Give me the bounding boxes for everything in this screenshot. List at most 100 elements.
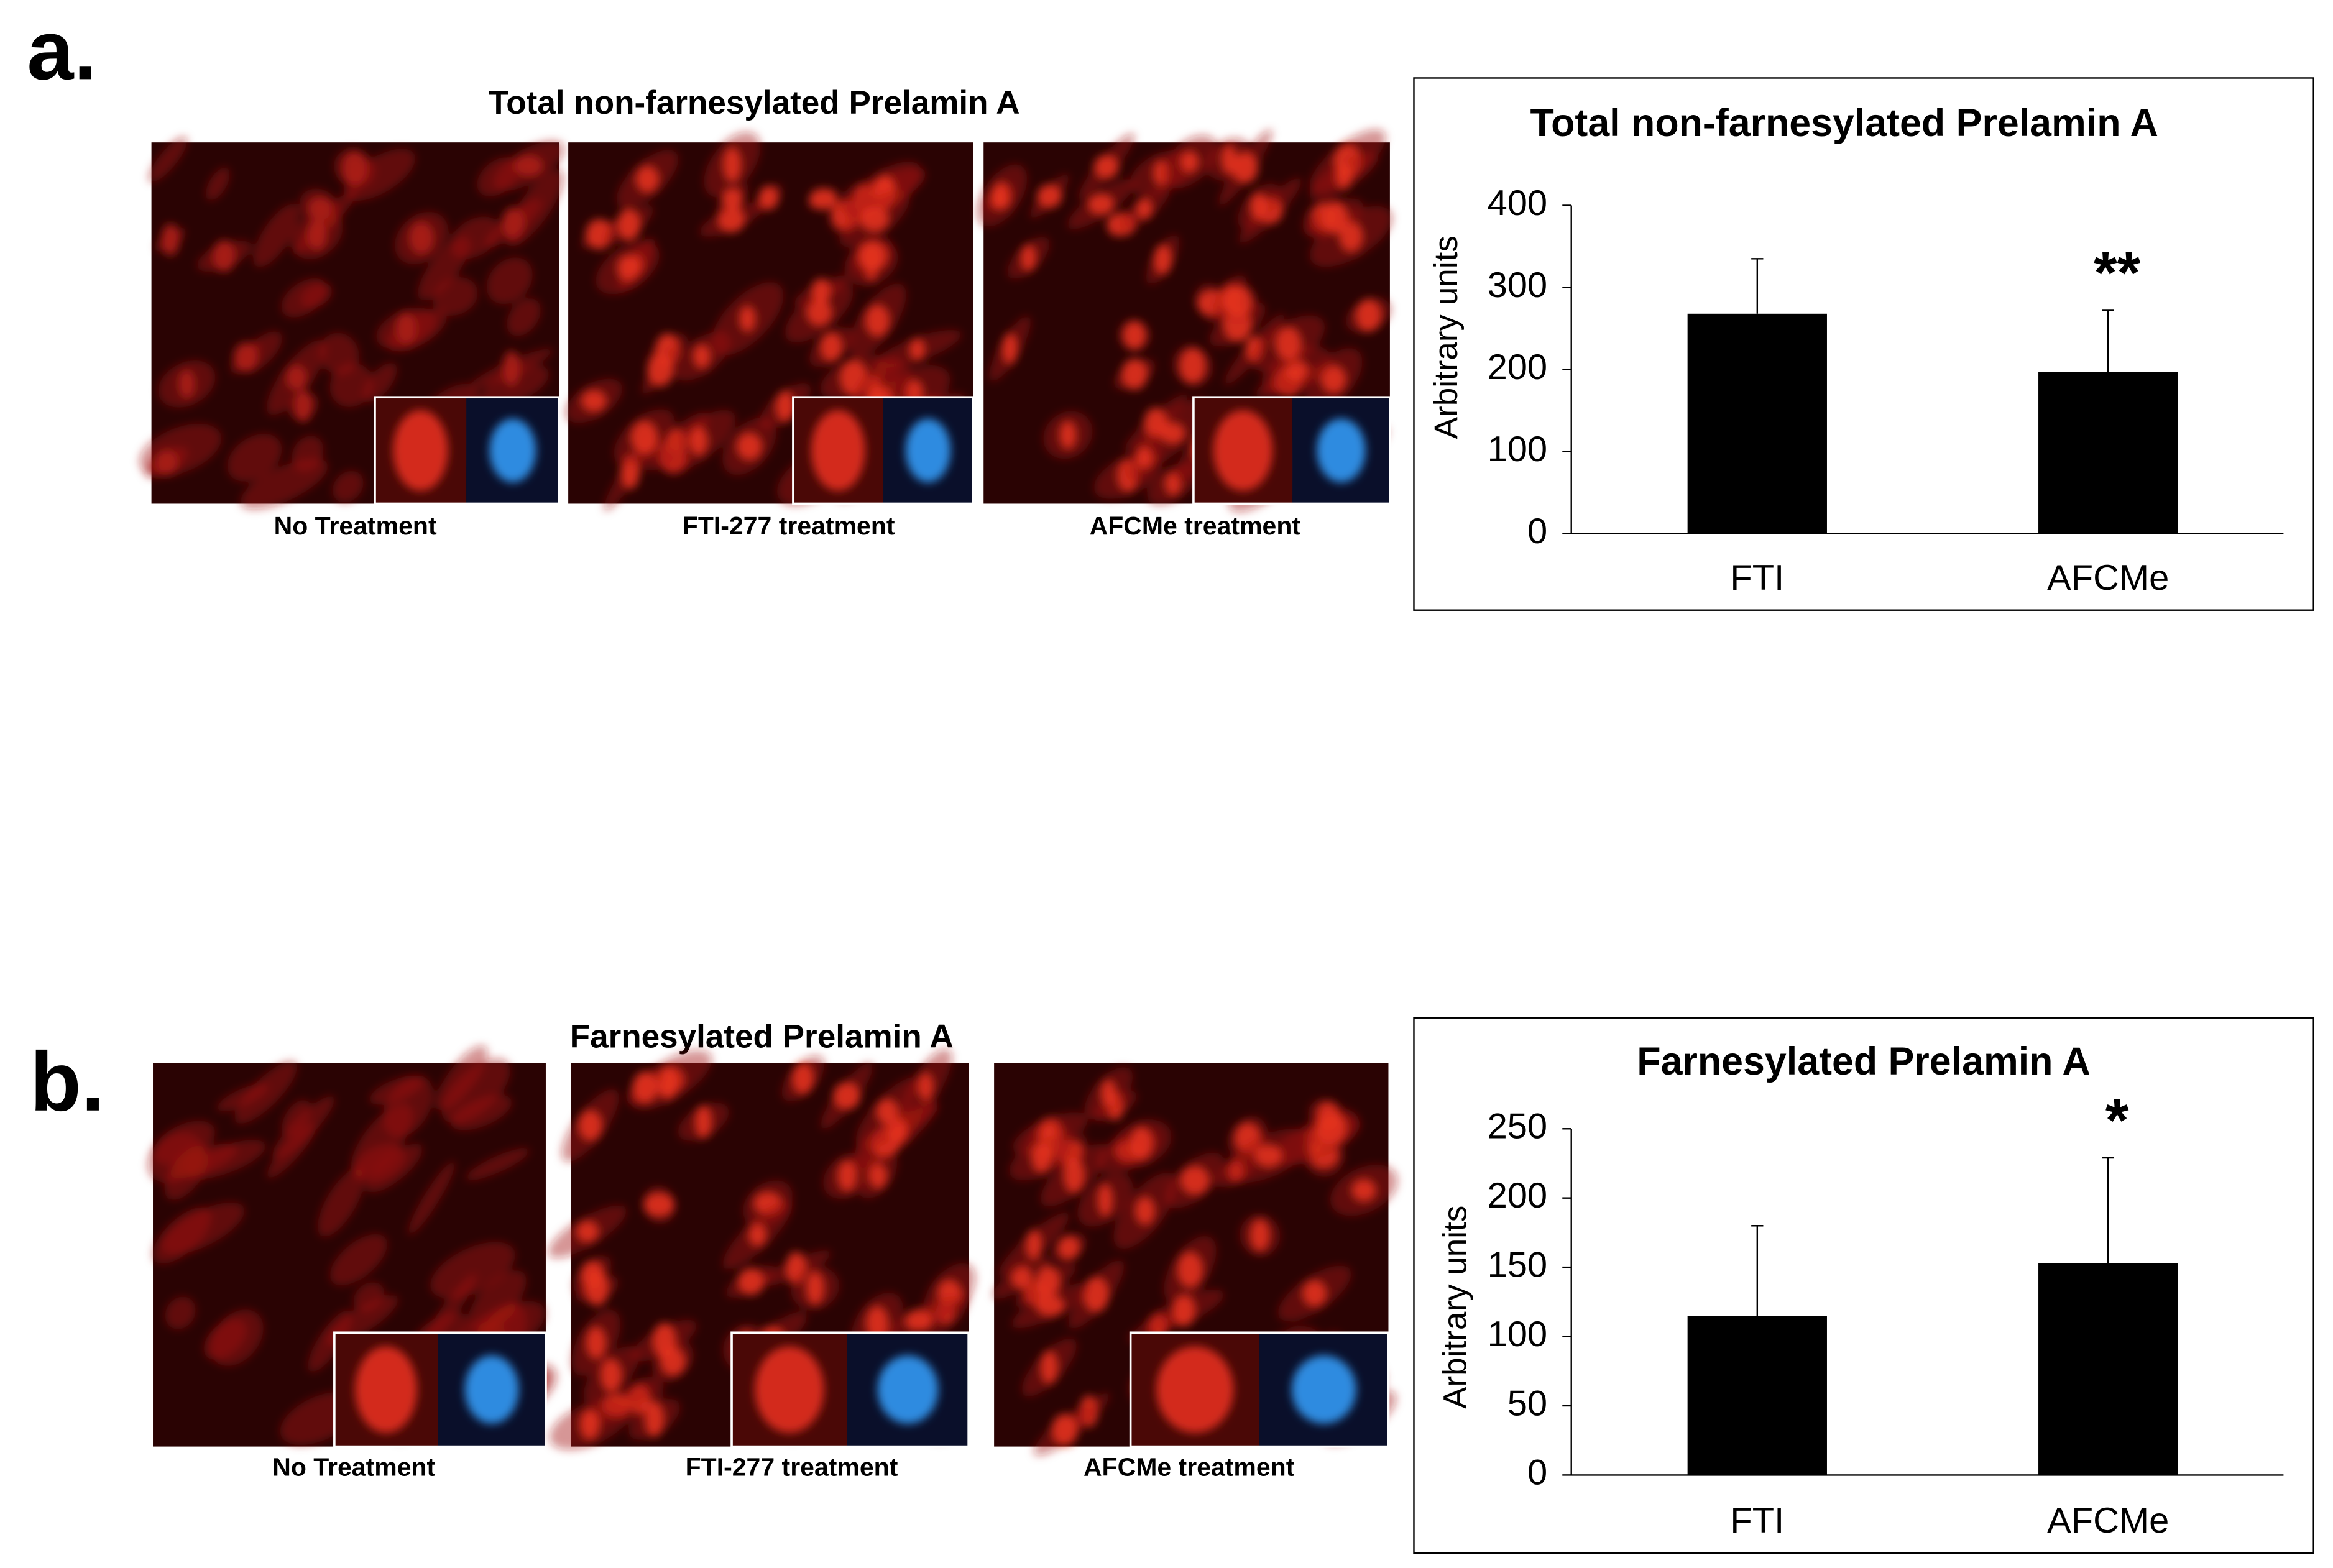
nucleus — [1136, 446, 1153, 469]
cell-body — [351, 1104, 413, 1177]
nucleus — [1100, 1080, 1116, 1107]
nucleus — [1172, 1295, 1196, 1327]
inset-border — [374, 396, 561, 505]
nucleus — [1136, 198, 1153, 220]
cell-body — [467, 1270, 527, 1331]
cell-body — [362, 362, 397, 403]
nucleus — [1322, 202, 1348, 234]
inset-nucleus-blue — [464, 1355, 519, 1424]
nucleus — [1179, 348, 1206, 383]
cell-body — [387, 309, 447, 352]
nucleus — [586, 1326, 607, 1359]
nucleus — [233, 342, 259, 372]
cell-body — [441, 1058, 510, 1124]
nucleus — [909, 338, 926, 361]
nucleus — [1317, 1111, 1347, 1145]
cell-body — [234, 1061, 298, 1124]
nucleus — [1335, 162, 1352, 190]
nucleus — [865, 304, 890, 337]
cell-body — [505, 169, 564, 247]
nucleus — [1254, 1144, 1282, 1168]
cell-body — [185, 1140, 266, 1180]
nucleus — [632, 1071, 658, 1104]
inset-border — [730, 1331, 970, 1448]
cell-body — [317, 1168, 365, 1237]
nucleus — [161, 223, 180, 256]
nucleus — [579, 1409, 600, 1440]
cell-body — [369, 1075, 424, 1105]
nucleus — [1121, 359, 1148, 390]
chart-frame — [1413, 1017, 2314, 1554]
y-tick-label: 150 — [1488, 1245, 1548, 1285]
nucleus — [1320, 365, 1346, 393]
cell-body — [209, 1309, 264, 1367]
cell-body — [332, 470, 364, 503]
micrograph — [977, 129, 1392, 512]
nucleus — [837, 1160, 857, 1191]
nucleus — [1036, 1295, 1065, 1317]
nucleus — [408, 221, 435, 255]
y-axis-label: Arbitrary units — [1437, 1206, 1473, 1409]
cell-body — [466, 1148, 530, 1181]
nucleus — [1275, 327, 1302, 360]
x-tick-label: FTI — [1730, 558, 1784, 598]
nucleus — [1355, 298, 1382, 332]
inset-border — [1129, 1331, 1390, 1448]
nucleus — [1351, 1179, 1376, 1202]
bar — [1687, 1316, 1827, 1475]
cell-body — [451, 1094, 512, 1130]
inset-nucleus-red — [355, 1346, 418, 1433]
nucleus — [576, 1221, 599, 1243]
nucleus — [1223, 285, 1253, 318]
micrograph — [147, 1045, 557, 1448]
nucleus — [737, 433, 762, 461]
nucleus — [635, 165, 660, 193]
nucleus — [876, 1098, 899, 1124]
significance-label: * — [2105, 1087, 2129, 1153]
bar — [1687, 313, 1827, 534]
y-tick-label: 0 — [1527, 511, 1547, 551]
nucleus — [1144, 407, 1167, 438]
nucleus — [1021, 244, 1036, 272]
nucleus — [792, 1062, 814, 1094]
nucleus — [617, 254, 638, 282]
significance-label: ** — [2094, 240, 2141, 306]
nucleus — [617, 208, 641, 241]
nucleus — [806, 299, 832, 326]
y-tick-label: 100 — [1488, 429, 1548, 469]
cell-body — [153, 1121, 216, 1165]
nucleus — [601, 1359, 622, 1392]
cell-body — [418, 236, 471, 301]
nucleus — [990, 185, 1008, 211]
cell-body — [253, 203, 300, 268]
nucleus — [294, 390, 313, 423]
nucleus — [1087, 193, 1115, 215]
chart-frame — [1413, 77, 2314, 611]
nucleus — [514, 155, 543, 177]
inset-border — [792, 396, 975, 505]
x-tick-label: FTI — [1730, 1501, 1784, 1541]
nucleus — [652, 1323, 676, 1359]
panel-label: b. — [30, 1035, 104, 1129]
nucleus — [1064, 1157, 1085, 1193]
nucleus — [858, 241, 887, 271]
nucleus — [918, 1073, 934, 1101]
inset-nucleus-blue — [489, 418, 536, 483]
image-caption: FTI-277 treatment — [686, 1453, 898, 1482]
y-tick-label: 100 — [1488, 1314, 1548, 1354]
image-caption: AFCMe treatment — [1090, 511, 1301, 540]
nucleus — [775, 390, 794, 423]
image-caption: AFCMe treatment — [1084, 1453, 1295, 1482]
inset-nucleus-blue — [905, 418, 951, 483]
nucleus — [1302, 1280, 1327, 1307]
nucleus — [866, 1306, 889, 1340]
inset-nucleus-blue — [877, 1355, 939, 1424]
nucleus — [1093, 154, 1119, 179]
nucleus — [904, 1309, 932, 1332]
cell-body — [165, 1296, 196, 1329]
micrograph — [139, 136, 564, 510]
y-tick-label: 200 — [1488, 347, 1548, 387]
nucleus — [644, 1193, 674, 1217]
nucleus — [581, 390, 607, 412]
